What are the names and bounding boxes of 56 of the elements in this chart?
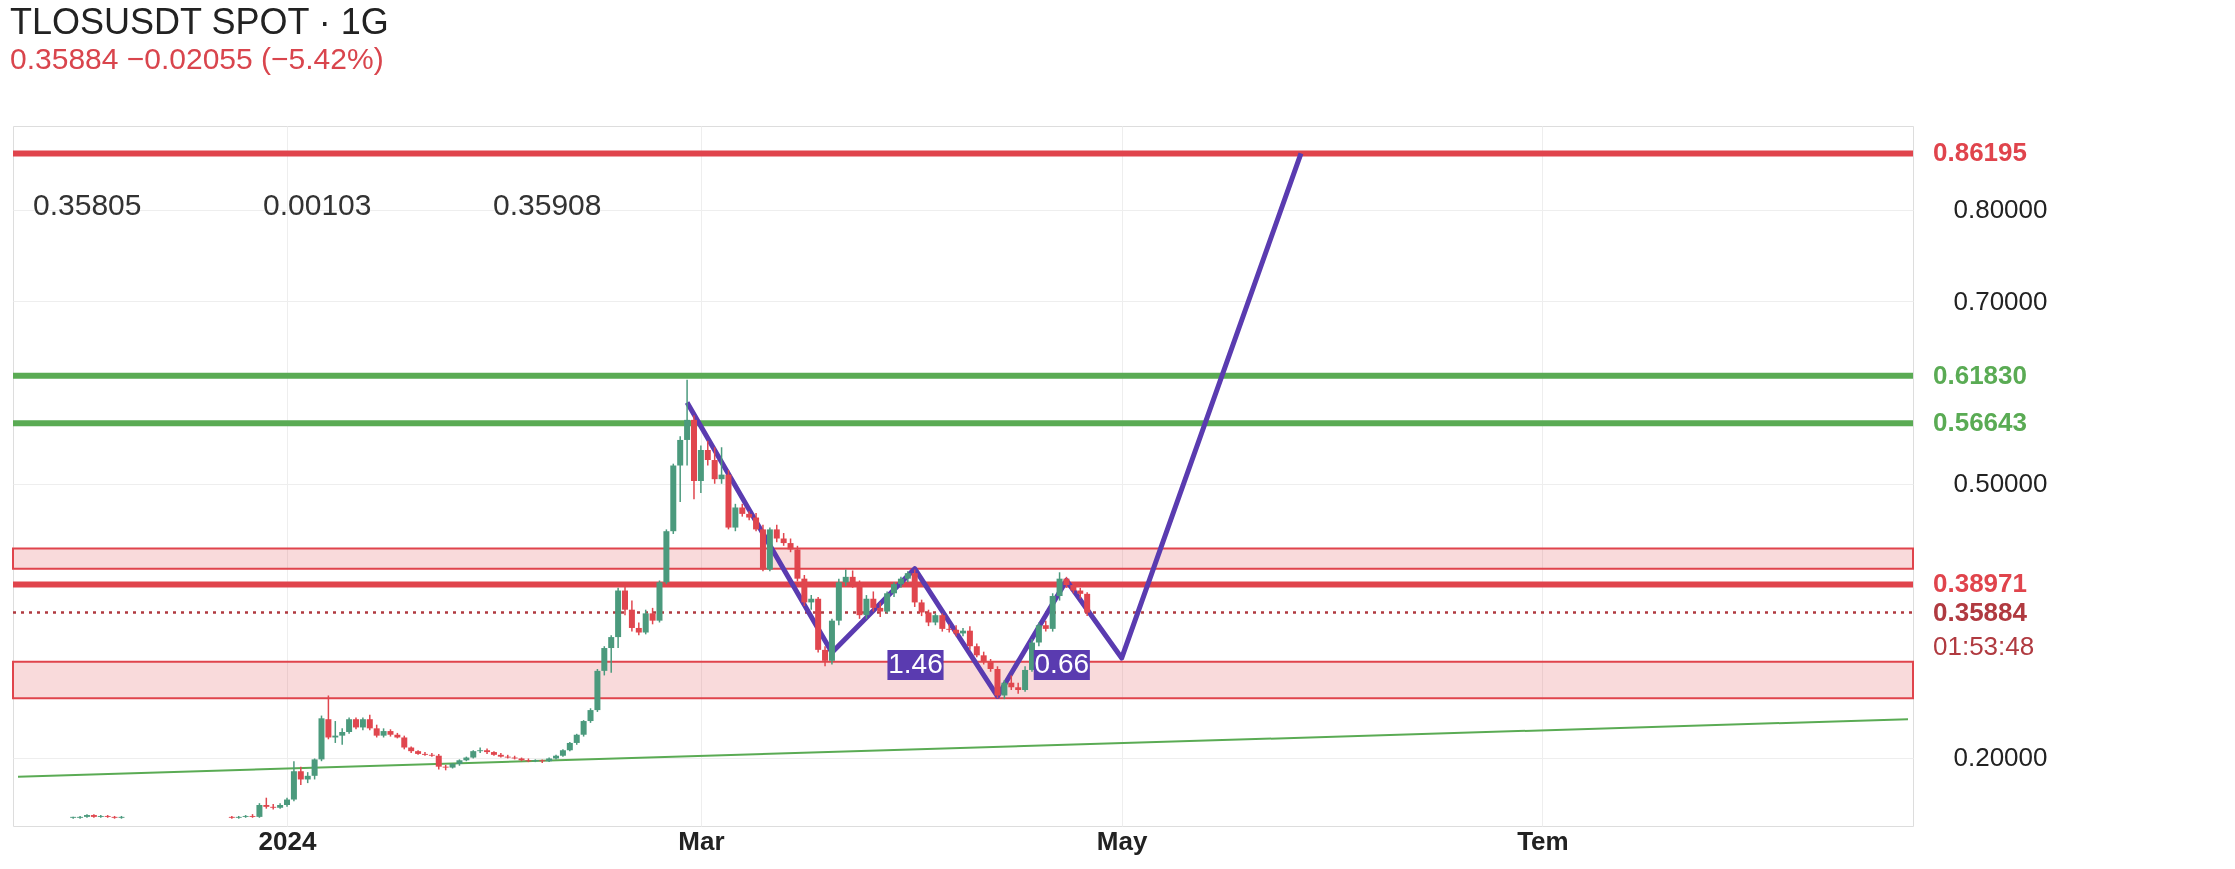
candlestick	[311, 757, 318, 781]
annotation: 1.46	[888, 648, 943, 679]
ref-line-label: 0.61830	[1933, 359, 2027, 390]
candlestick	[608, 634, 615, 674]
candlestick	[228, 815, 235, 820]
ref-line-label: 0.35884	[1933, 596, 2028, 627]
candlestick	[339, 727, 346, 746]
candlestick	[753, 512, 760, 532]
candlestick	[297, 765, 304, 786]
x-tick-label: May	[1096, 825, 1148, 856]
y-tick-label: 0.80000	[1953, 194, 2048, 225]
chart-subtitle: 0.35884 −0.02055 (−5.42%)	[10, 42, 384, 75]
candlestick	[684, 378, 691, 467]
candlestick	[601, 645, 608, 677]
candlestick	[711, 446, 718, 485]
candlestick	[966, 625, 973, 651]
ref-line-label: 0.56643	[1933, 407, 2027, 438]
candlestick	[863, 594, 870, 620]
candlestick	[1001, 679, 1008, 700]
candlestick	[97, 814, 104, 819]
candlestick	[946, 623, 953, 634]
candlestick	[1084, 591, 1091, 617]
candlestick	[428, 752, 435, 758]
candlestick	[884, 590, 891, 615]
annotation: 0.35908	[493, 188, 602, 221]
candlestick	[822, 645, 829, 668]
annotation: 0.66	[1034, 648, 1090, 679]
annotation: 0.00103	[263, 188, 372, 221]
x-tick-label: 2024	[258, 825, 317, 856]
y-tick-label: 0.70000	[1953, 285, 2048, 316]
candlestick	[1035, 621, 1042, 647]
candlestick	[539, 758, 546, 764]
text: 01:53:48	[1933, 630, 2035, 661]
candlestick	[877, 601, 884, 618]
candlestick	[642, 608, 649, 636]
annotation: 0.35805	[33, 188, 142, 221]
candlestick	[870, 590, 877, 613]
candlestick	[1015, 681, 1022, 695]
candlestick	[704, 440, 711, 467]
candlestick	[270, 803, 277, 811]
candlestick	[421, 751, 428, 757]
ref-line-label: 0.86195	[1933, 137, 2027, 168]
x-tick-label: Mar	[678, 825, 725, 856]
y-tick-label: 0.20000	[1953, 742, 2048, 773]
y-tick-label: 0.50000	[1953, 468, 2048, 499]
x-tick-label: Tem	[1517, 825, 1569, 856]
candlestick	[732, 503, 739, 532]
candlestick	[939, 612, 946, 633]
candlestick	[1022, 665, 1029, 693]
candlestick	[628, 599, 635, 633]
candlestick	[484, 747, 491, 755]
candlestick	[325, 694, 332, 741]
candlestick	[1056, 571, 1063, 602]
chart-title: TLOSUSDT SPOT · 1G	[10, 1, 389, 42]
candlestick	[477, 746, 484, 754]
ref-line-label: 0.38971	[1933, 568, 2027, 599]
